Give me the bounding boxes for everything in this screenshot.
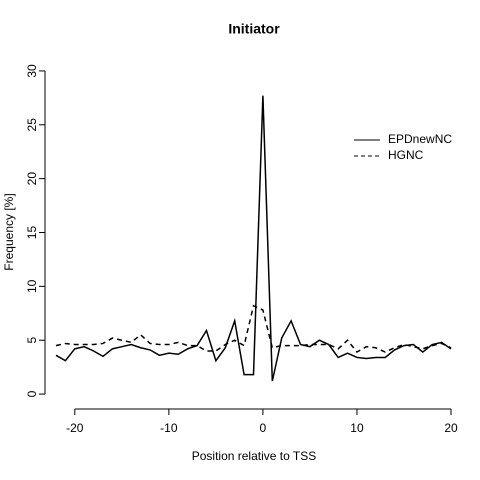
x-tick-label: 10	[350, 421, 364, 435]
y-tick-label: 15	[25, 226, 39, 240]
x-tick-label: -20	[66, 421, 84, 435]
data-line	[55, 95, 452, 382]
y-tick-label: 5	[25, 337, 39, 344]
data-line	[55, 304, 452, 354]
x-tick-label: -10	[160, 421, 178, 435]
y-tick-label: 0	[25, 390, 39, 397]
x-tick-label: 20	[444, 421, 458, 435]
y-tick-label: 20	[25, 172, 39, 186]
y-tick-label: 25	[25, 118, 39, 132]
y-axis-label: Frequency [%]	[2, 193, 16, 270]
legend-label: HGNC	[388, 148, 424, 162]
chart-title: Initiator	[228, 21, 280, 37]
y-tick-label: 30	[25, 64, 39, 78]
legend-label: EPDnewNC	[388, 132, 452, 146]
x-axis-label: Position relative to TSS	[192, 449, 317, 463]
y-tick-label: 10	[25, 279, 39, 293]
x-tick-label: 0	[260, 421, 267, 435]
